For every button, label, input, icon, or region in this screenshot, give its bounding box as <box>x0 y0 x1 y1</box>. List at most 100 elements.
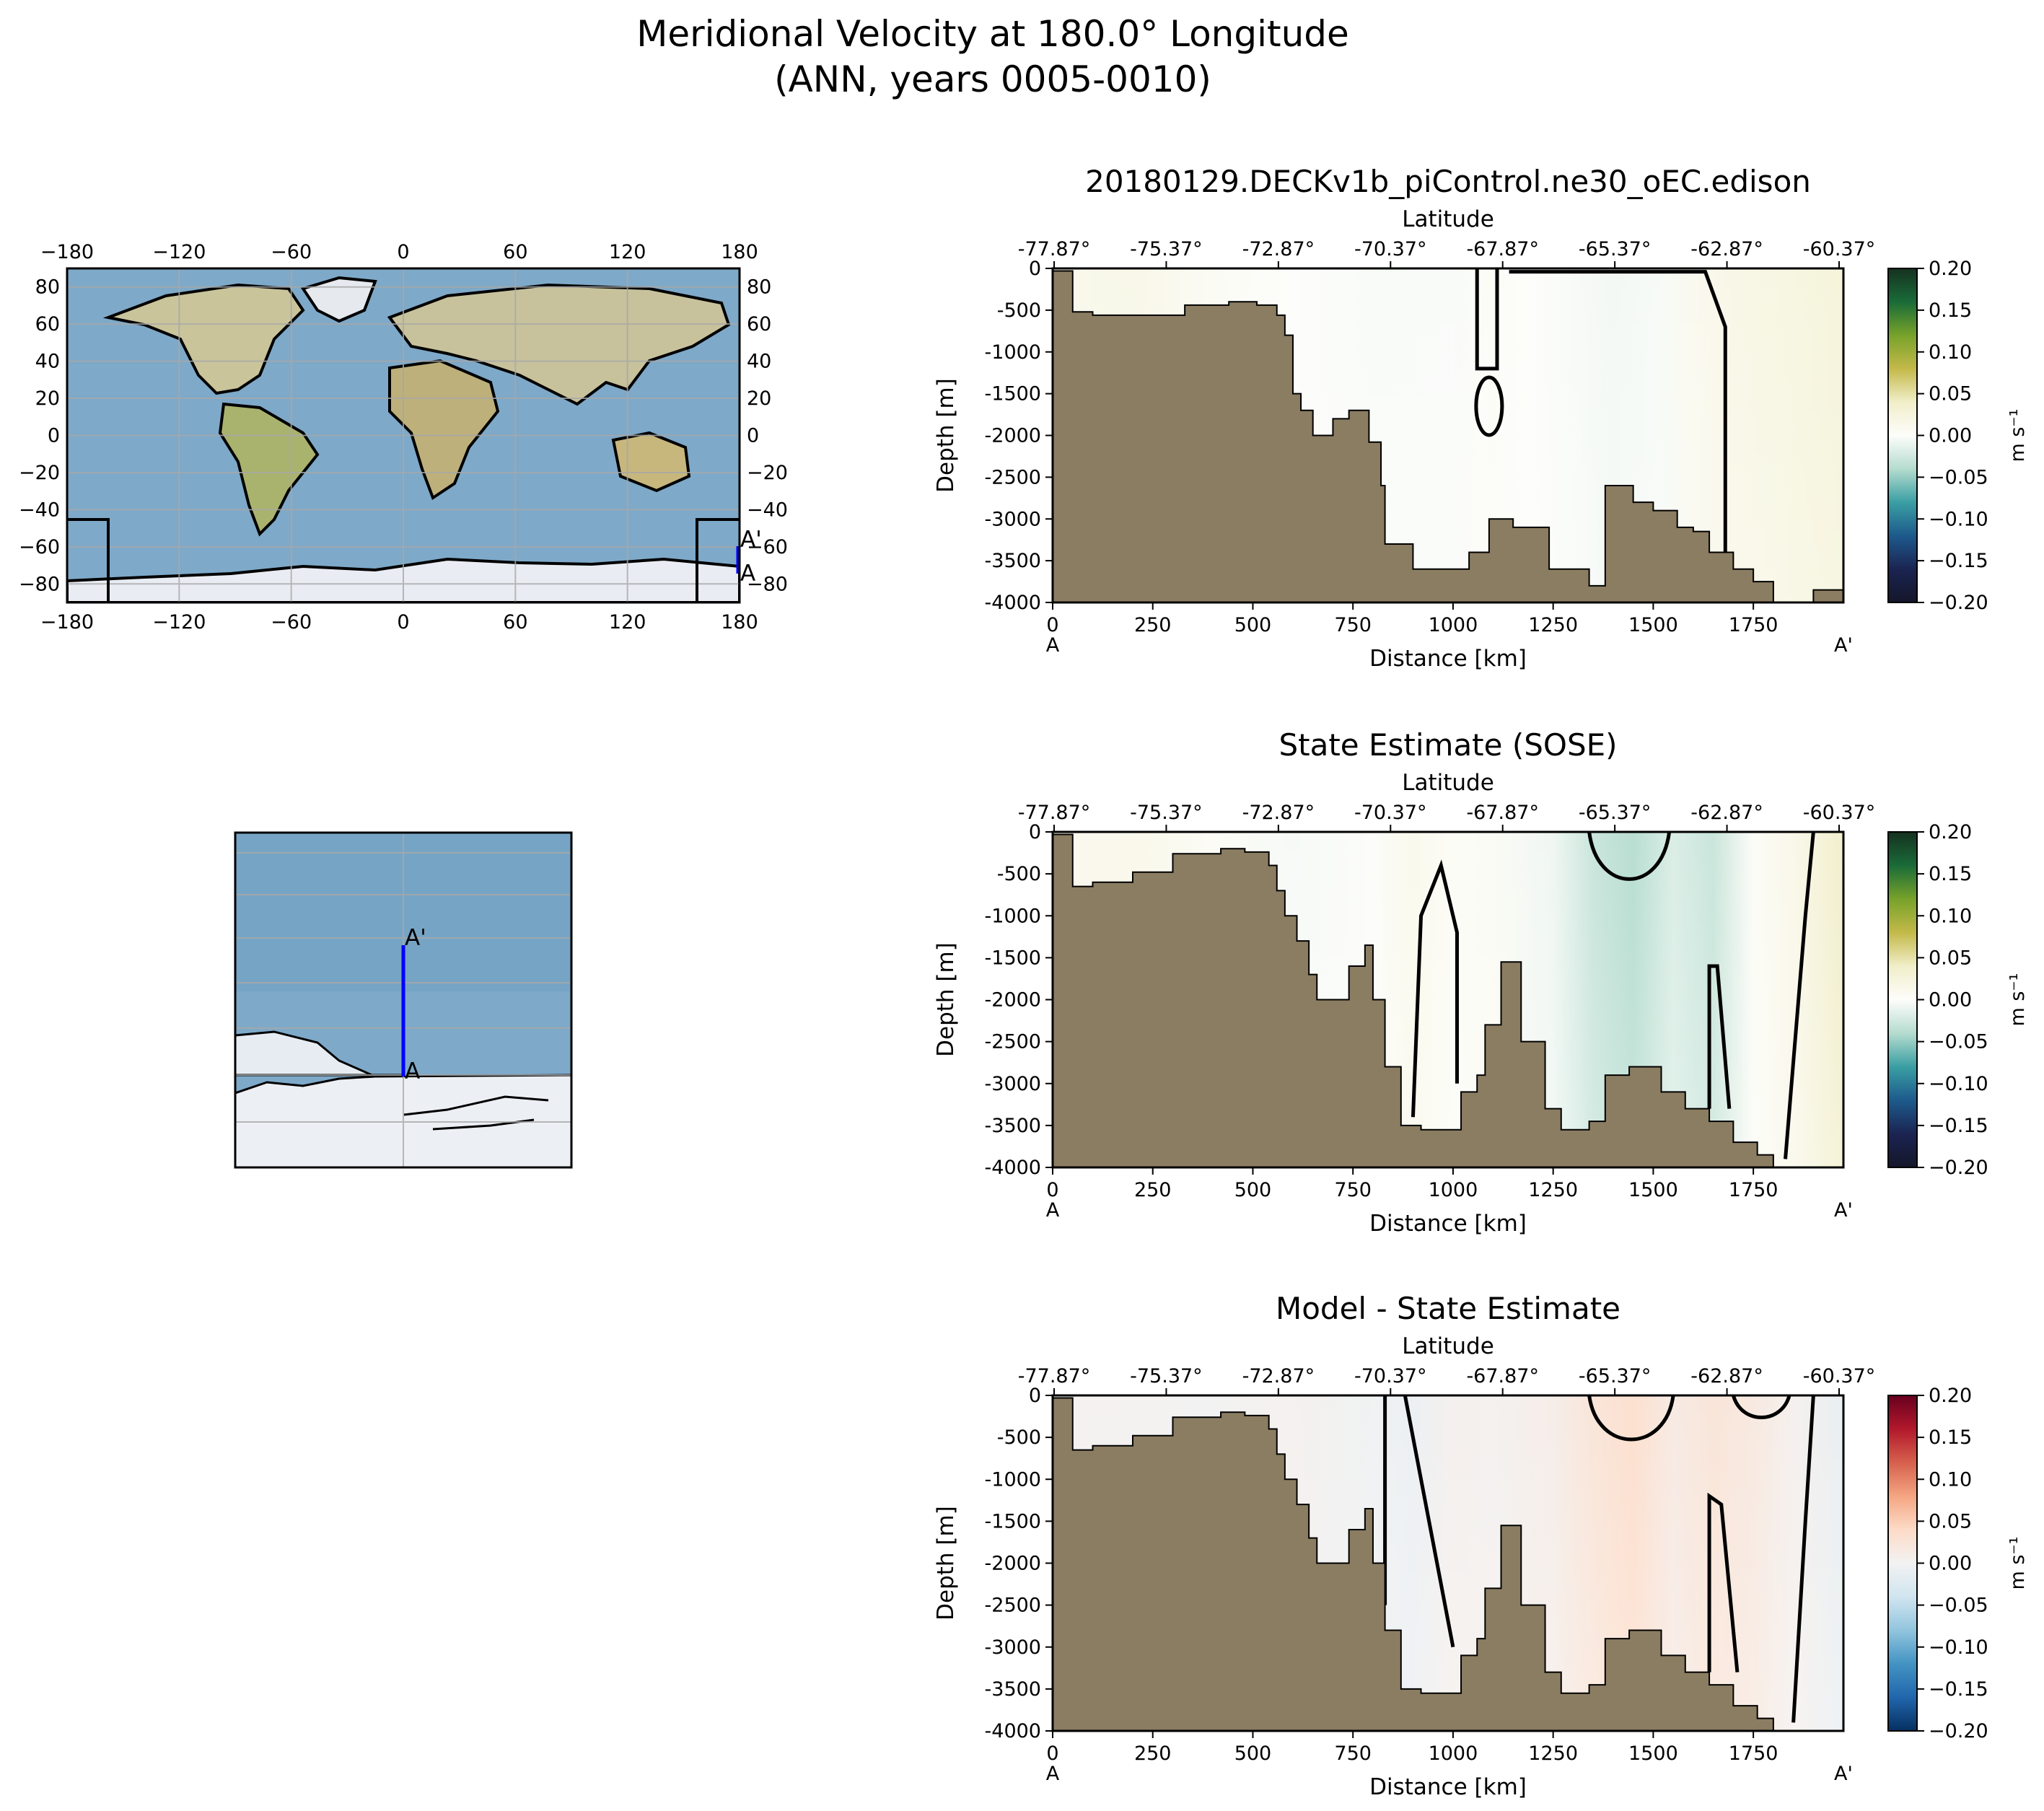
colorbar-tick-label: −0.20 <box>1929 592 1988 614</box>
greenland-landmass <box>300 276 377 323</box>
zero-contour-line <box>1784 831 1815 1159</box>
y-tick-label: -1000 <box>985 905 1041 927</box>
y-tick-label: -1500 <box>985 947 1041 969</box>
x-axis-label: Distance [km] <box>1369 1211 1527 1237</box>
y-tick-label: -3000 <box>985 508 1041 530</box>
global-right-tick: 40 <box>747 351 771 373</box>
australia-landmass <box>611 431 691 493</box>
x-axis-label: Distance [km] <box>1369 1774 1527 1800</box>
y-tick-label: 0 <box>1029 258 1041 280</box>
global-map: A' A −180 −180 −120 −120 −60 −60 0 0 60 60 120 120 1… <box>19 241 788 633</box>
global-right-tick: 80 <box>747 276 771 299</box>
global-bottom-tick: −120 <box>152 611 206 633</box>
top-tick-label: -65.37° <box>1579 238 1652 260</box>
x-tick-label: 1500 <box>1628 614 1678 636</box>
global-right-tick: −20 <box>747 462 788 484</box>
region-box <box>67 518 740 602</box>
panel-title: 20180129.DECKv1b_piControl.ne30_oEC.edis… <box>1085 164 1811 199</box>
x-tick-label: 500 <box>1234 1179 1272 1201</box>
colorbar-label: m s⁻¹ <box>2006 1536 2029 1589</box>
global-bottom-tick: 60 <box>503 611 527 633</box>
zero-contour-line <box>1707 1492 1740 1672</box>
x-tick-label: 500 <box>1234 1742 1272 1765</box>
y-tick-label: -1000 <box>985 341 1041 364</box>
colorbar-tick-label: 0.20 <box>1929 258 1972 280</box>
section-start-label: A <box>1046 1199 1060 1222</box>
top-tick-label: -62.87° <box>1690 802 1763 824</box>
colorbar-tick-label: 0.20 <box>1929 821 1972 843</box>
figure-title-line1: Meridional Velocity at 180.0° Longitude <box>636 13 1349 55</box>
colorbar-tick-label: 0.05 <box>1929 1510 1972 1532</box>
top-tick-label: -65.37° <box>1579 1365 1652 1387</box>
y-tick-label: -2500 <box>985 466 1041 488</box>
inset-transect-start-label: A <box>405 1058 420 1084</box>
colorbar-tick-label: 0.05 <box>1929 383 1972 405</box>
colorbar-tick-label: 0.15 <box>1929 863 1972 885</box>
global-top-tick: 120 <box>609 241 646 263</box>
x-tick-label: 1000 <box>1429 1179 1478 1201</box>
top-tick-label: -67.87° <box>1466 1365 1539 1387</box>
x-tick-label: 0 <box>1046 1179 1058 1201</box>
y-axis-label: Depth [m] <box>933 1506 959 1621</box>
global-top-tick: 180 <box>721 241 758 263</box>
bathymetry-land <box>1052 833 1844 1168</box>
x-tick-label: 500 <box>1234 614 1272 636</box>
model-section-panel: 20180129.DECKv1b_piControl.ne30_oEC.edis… <box>933 164 2029 672</box>
zero-contour-line <box>1707 964 1732 1109</box>
global-bottom-tick: 120 <box>609 611 646 633</box>
x-tick-label: 1750 <box>1729 614 1778 636</box>
zero-contour-line <box>1791 1395 1815 1723</box>
y-tick-label: 0 <box>1029 1385 1041 1407</box>
global-bottom-tick: 180 <box>721 611 758 633</box>
x-tick-label: 1000 <box>1429 1742 1478 1765</box>
global-transect-start-label: A <box>740 561 755 587</box>
x-axis-label: Distance [km] <box>1369 646 1527 672</box>
global-map-ticks: −180 −180 −120 −120 −60 −60 0 0 60 60 120 120 180 180… <box>19 241 788 633</box>
global-left-tick: 20 <box>35 387 60 410</box>
panel-title: State Estimate (SOSE) <box>1278 727 1617 763</box>
top-tick-label: -72.87° <box>1242 238 1315 260</box>
global-right-tick: −60 <box>747 536 788 558</box>
colorbar-tick-label: −0.15 <box>1929 1678 1988 1701</box>
top-tick-label: -67.87° <box>1466 802 1539 824</box>
y-tick-label: -2500 <box>985 1031 1041 1053</box>
top-tick-label: -77.87° <box>1018 1365 1091 1387</box>
north-america-landmass <box>102 283 305 395</box>
zero-contour-line <box>1411 859 1459 1118</box>
colorbar-tick-label: −0.05 <box>1929 466 1988 488</box>
colorbar-tick-label: 0.15 <box>1929 299 1972 322</box>
top-axis-label: Latitude <box>1402 770 1494 796</box>
bathymetry-land <box>1052 270 1844 603</box>
colorbar-tick-label: −0.15 <box>1929 1115 1988 1137</box>
top-tick-label: -72.87° <box>1242 1365 1315 1387</box>
colorbar-label: m s⁻¹ <box>2006 408 2029 462</box>
y-tick-label: -3500 <box>985 1678 1041 1701</box>
global-left-tick: −20 <box>19 462 60 484</box>
x-tick-label: 0 <box>1046 1742 1058 1765</box>
colorbar-tick-label: −0.15 <box>1929 550 1988 572</box>
y-tick-label: -4000 <box>985 592 1041 614</box>
y-tick-label: -1500 <box>985 1510 1041 1532</box>
top-tick-label: -75.37° <box>1130 1365 1203 1387</box>
zero-contours <box>1411 831 1815 1159</box>
y-tick-label: -1500 <box>985 383 1041 405</box>
colorbar-tick-label: 0.00 <box>1929 989 1972 1012</box>
section-end-label: A' <box>1834 634 1853 657</box>
inset-transect-end-label: A' <box>405 925 426 951</box>
x-tick-label: 750 <box>1334 1742 1372 1765</box>
global-left-tick: 60 <box>35 313 60 336</box>
x-tick-label: 1250 <box>1528 1742 1578 1765</box>
top-axis-label: Latitude <box>1402 206 1494 232</box>
y-tick-label: -2000 <box>985 1553 1041 1575</box>
global-top-tick: −60 <box>271 241 312 263</box>
panel-title: Model - State Estimate <box>1276 1291 1620 1326</box>
top-tick-label: -70.37° <box>1354 802 1427 824</box>
top-tick-label: -75.37° <box>1130 802 1203 824</box>
y-tick-label: -500 <box>997 1426 1041 1449</box>
colorbar-tick-label: −0.20 <box>1929 1720 1988 1742</box>
colorbar-label: m s⁻¹ <box>2006 973 2029 1026</box>
bathymetry-land <box>1052 1397 1844 1732</box>
section-start-label: A <box>1046 634 1060 657</box>
sose-section-panel: State Estimate (SOSE) Latitude Distance [k… <box>933 727 2029 1237</box>
